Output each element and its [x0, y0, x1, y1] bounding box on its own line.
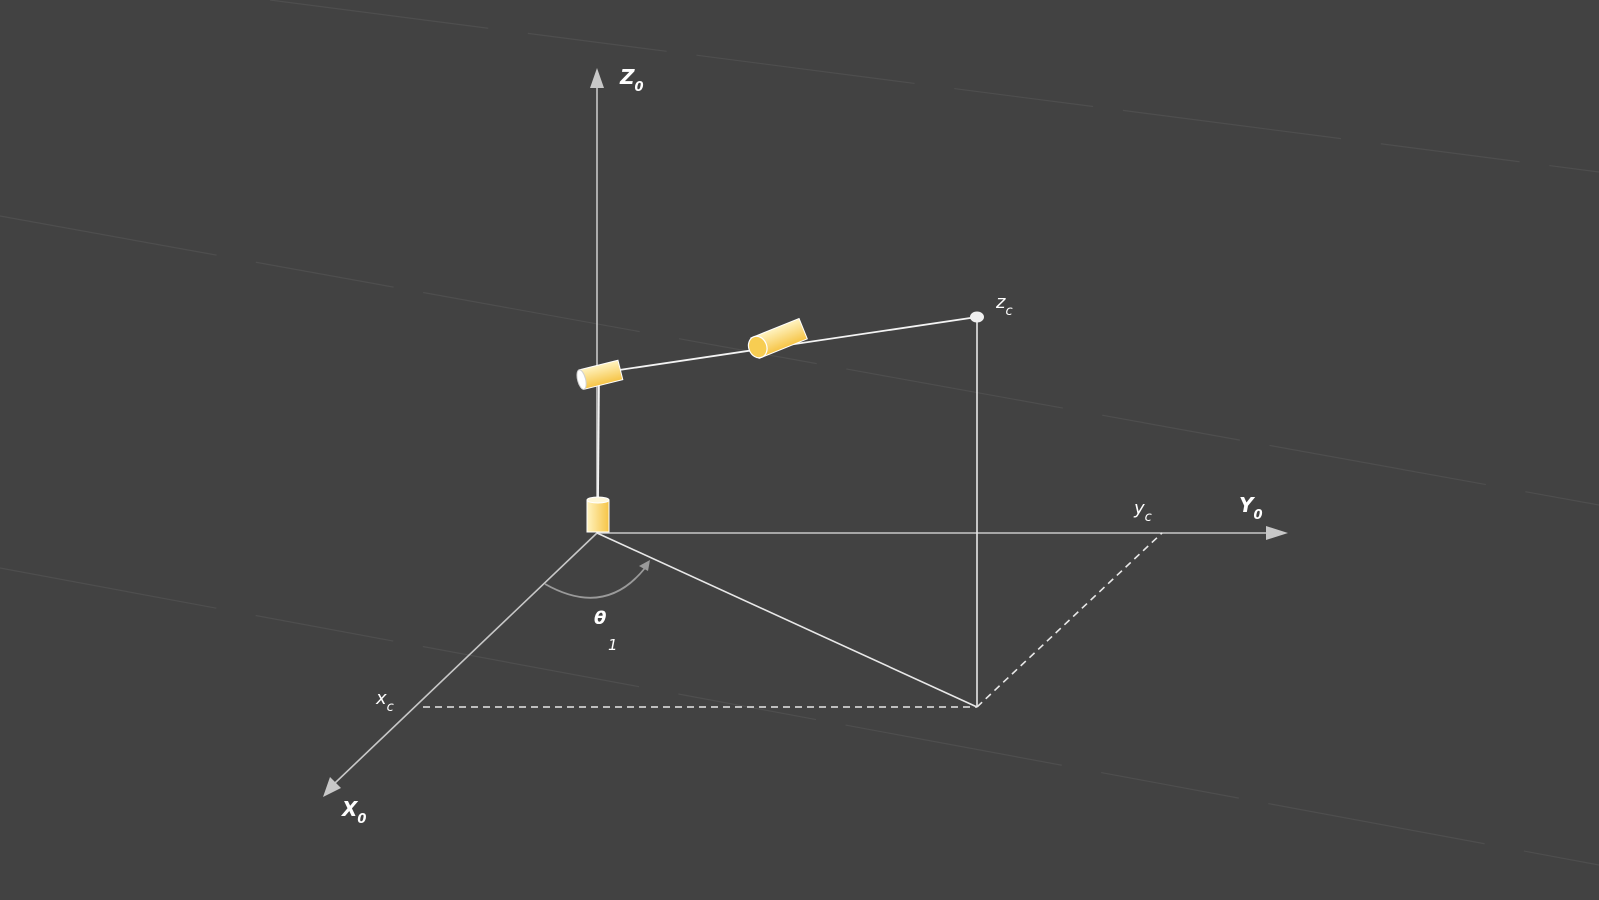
shoulder-cylinder-joint-icon [576, 359, 624, 390]
yc-label: yc [1133, 498, 1152, 525]
y0-arrowhead-icon [1266, 526, 1288, 540]
theta1-rotation-arc [544, 567, 646, 599]
base-axes [334, 84, 1270, 784]
background-streak [0, 215, 1599, 506]
theta1-label: θ [594, 608, 606, 629]
y0-axis-label: Y0 [1239, 493, 1263, 523]
vertical-link [597, 372, 600, 501]
yc-dashed-line [976, 532, 1163, 708]
x0-axis-label: X0 [340, 797, 366, 827]
background-streaks [0, 0, 1599, 866]
end-effector-dot-icon [970, 311, 984, 323]
x0-axis-line [334, 532, 598, 784]
base-to-projection-line [596, 532, 978, 708]
background-streak [0, 567, 1599, 866]
background-streak [269, 0, 1599, 173]
base-cylinder-joint-icon [586, 496, 610, 533]
zc-label: zc [995, 292, 1013, 319]
z0-arrowhead-icon [590, 68, 604, 88]
xc-label: xc [375, 688, 394, 715]
elbow-cylinder-joint-icon [747, 317, 808, 360]
z0-axis-label: Z0 [619, 65, 644, 95]
x0-arrowhead-icon [323, 777, 341, 797]
projection-lines [423, 318, 1163, 708]
rotation-arc-arrow-icon [639, 560, 650, 571]
theta1-subscript: 1 [608, 636, 618, 654]
